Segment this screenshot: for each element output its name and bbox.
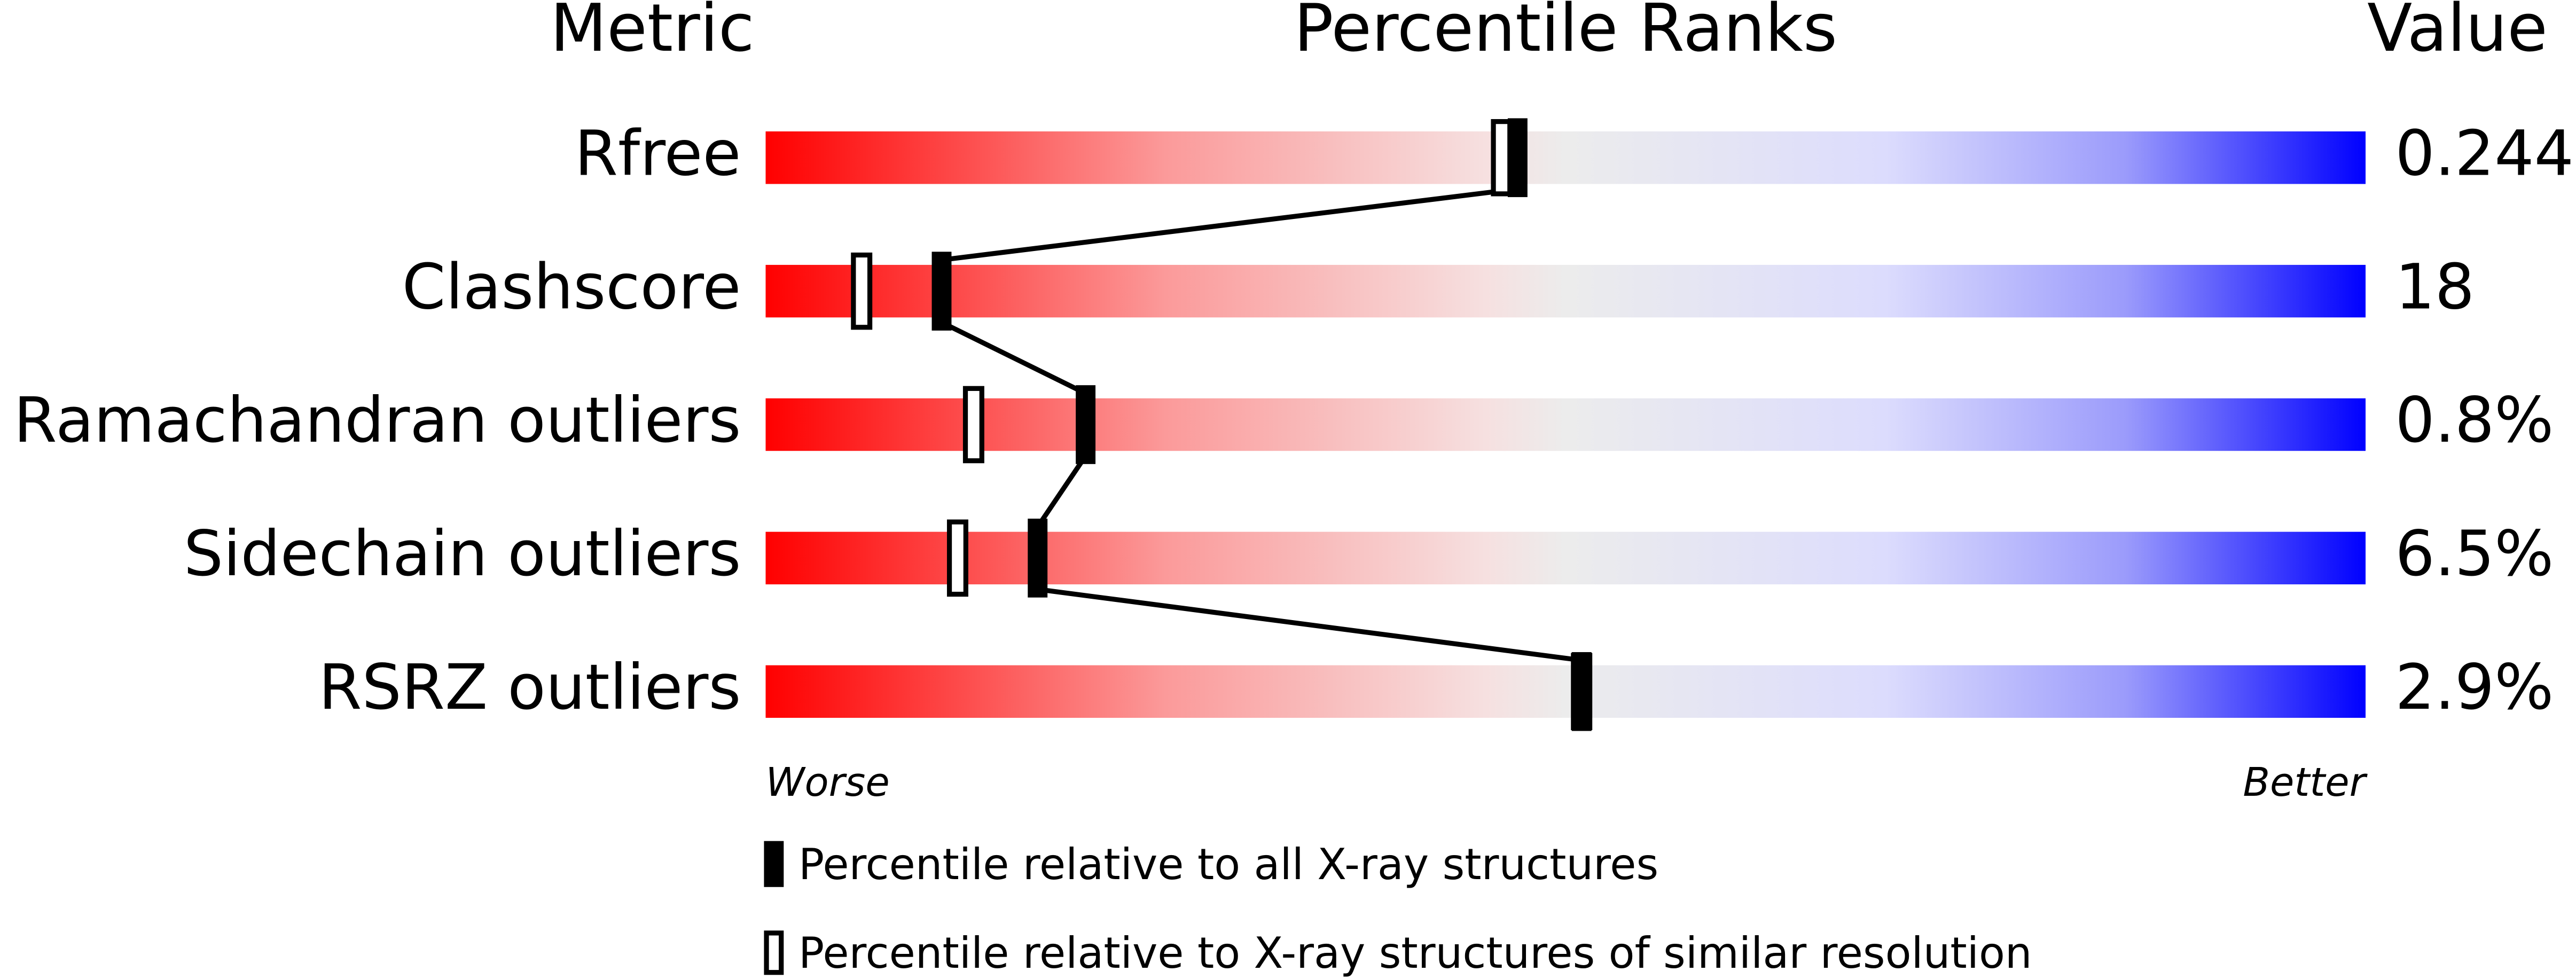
metric-label: Sidechain outliers (184, 518, 741, 590)
legend-swatch (764, 930, 784, 975)
marker-filled (1571, 652, 1592, 731)
connector (1037, 586, 1582, 663)
rank-bar (765, 264, 2366, 318)
header-metric: Metric (550, 0, 754, 67)
metric-label: Clashscore (402, 250, 741, 323)
marker-open (962, 386, 984, 464)
metric-label: Ramachandran outliers (13, 384, 741, 457)
metric-value: 18 (2395, 250, 2475, 323)
rank-bar (765, 531, 2366, 585)
marker-open (1491, 119, 1513, 197)
marker-filled (931, 252, 952, 331)
rank-bar (765, 131, 2366, 184)
legend-swatch (764, 841, 784, 887)
metric-label: RSRZ outliers (318, 651, 741, 724)
marker-open (851, 252, 873, 330)
marker-filled (1028, 519, 1048, 598)
header-value: Value (2367, 0, 2548, 67)
rank-bar (765, 398, 2366, 451)
metric-value: 6.5% (2395, 518, 2554, 590)
connector (941, 186, 1518, 263)
marker-filled (1507, 118, 1528, 198)
axis-worse: Worse (765, 759, 889, 805)
axis-better: Better (2243, 759, 2368, 805)
metric-value: 0.244 (2395, 117, 2574, 190)
metric-label: Rfree (575, 117, 741, 190)
legend-label: Percentile relative to X-ray structures … (798, 928, 2032, 978)
rank-bar (765, 665, 2366, 718)
marker-open (946, 519, 968, 597)
connector (1035, 454, 1088, 529)
connector (940, 320, 1087, 396)
metric-value: 2.9% (2395, 651, 2554, 724)
metric-value: 0.8% (2395, 384, 2554, 457)
marker-filled (1076, 385, 1096, 464)
header-ranks: Percentile Ranks (1294, 0, 1837, 67)
legend-label: Percentile relative to all X-ray structu… (798, 840, 1658, 889)
